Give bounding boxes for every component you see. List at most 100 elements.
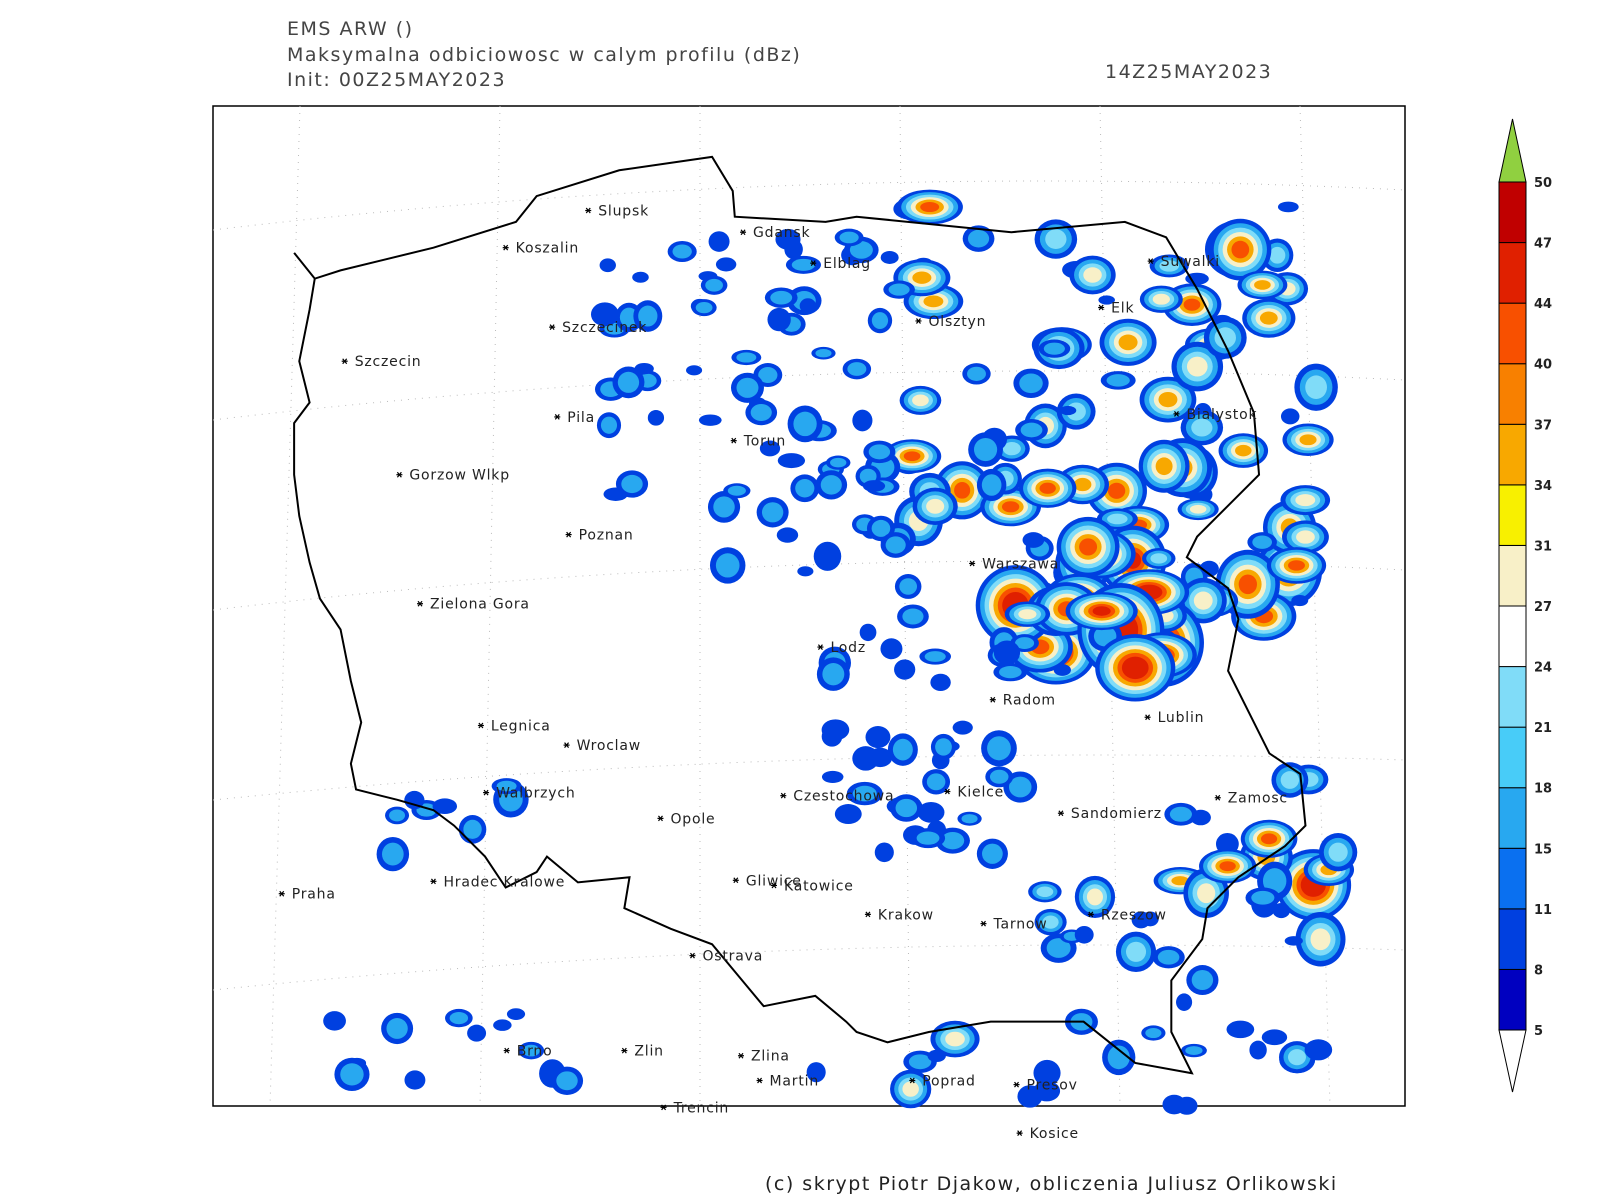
echo-cell: [323, 1011, 346, 1031]
echo-cell: [1022, 532, 1045, 548]
city-marker: [757, 1077, 763, 1084]
echo-cell: [1092, 606, 1111, 616]
echo-cell: [1046, 938, 1071, 958]
echo-cell: [849, 241, 873, 259]
echo-cell: [862, 480, 886, 492]
echo-cell: [1296, 530, 1315, 544]
echo-cell: [1086, 888, 1104, 906]
echo-cell: [1328, 842, 1348, 862]
echo-cell: [834, 804, 862, 825]
echo-cell: [1277, 201, 1299, 213]
city-label: Krakow: [878, 907, 934, 923]
echo-cell: [847, 362, 867, 376]
colorbar-segment: [1498, 302, 1527, 365]
echo-cell: [619, 307, 639, 328]
echo-cell: [715, 257, 737, 272]
echo-cell: [912, 394, 929, 407]
city-label: Tarnow: [992, 917, 1047, 933]
echo-cell: [1226, 1020, 1255, 1039]
city-marker: [865, 911, 871, 918]
echo-cell: [820, 475, 842, 495]
city-label: Trencin: [673, 1100, 730, 1116]
city-marker: [1215, 794, 1221, 801]
city-marker: [566, 531, 572, 538]
echo-cell: [1074, 925, 1094, 944]
model-title: EMS ARW (): [287, 18, 414, 40]
echo-cell: [967, 229, 990, 248]
colorbar-label: 24: [1534, 661, 1552, 676]
echo-cell: [1169, 806, 1192, 822]
city-marker: [1148, 258, 1154, 264]
init-time: Init: 00Z25MAY2023: [287, 69, 506, 91]
echo-cell: [1304, 1039, 1333, 1061]
echo-cell: [1269, 246, 1286, 264]
colorbar-under: [1498, 1029, 1527, 1093]
city-label: Warszawa: [982, 556, 1059, 572]
echo-cell: [686, 365, 703, 376]
echo-cell: [1008, 776, 1032, 798]
city-label: Slupsk: [598, 204, 649, 220]
colorbar-segment: [1498, 484, 1527, 546]
echo-cell: [874, 842, 894, 863]
echo-cell: [1018, 609, 1037, 620]
city-label: Koszalin: [516, 241, 579, 257]
city-marker: [780, 792, 786, 799]
echo-cell: [1171, 876, 1190, 886]
echo-cell: [1254, 280, 1271, 290]
echo-cell: [859, 623, 877, 642]
colorbar-label: 21: [1534, 721, 1552, 736]
city-label: Zlina: [751, 1049, 790, 1065]
echo-cell: [736, 352, 757, 363]
echo-cell: [839, 231, 859, 244]
echo-cell: [713, 496, 735, 518]
echo-cell: [705, 278, 723, 292]
echo-cell: [638, 305, 658, 327]
echo-cell: [987, 736, 1011, 761]
echo-cell: [1291, 594, 1309, 607]
echo-cell: [750, 404, 772, 421]
city-marker: [771, 882, 777, 889]
city-marker: [944, 788, 950, 795]
echo-cell: [1231, 240, 1250, 259]
city-marker: [549, 324, 555, 331]
echo-cell: [736, 377, 759, 398]
echo-cell: [621, 474, 643, 494]
echo-cell: [463, 819, 482, 839]
echo-cell: [927, 1049, 946, 1063]
echo-cell: [830, 457, 847, 468]
echo-cell: [1310, 928, 1331, 951]
echo-cell: [590, 302, 619, 327]
colorbar-label: 31: [1534, 539, 1552, 554]
echo-cell: [1249, 1040, 1267, 1060]
echo-cell: [793, 411, 817, 437]
city-marker: [661, 1104, 667, 1111]
colorbar-label: 47: [1534, 237, 1552, 252]
echo-cell: [1121, 656, 1149, 680]
colorbar-segment: [1498, 908, 1527, 970]
echo-cell: [1107, 482, 1126, 499]
city-marker: [969, 560, 975, 567]
city-label: Ostrava: [702, 949, 763, 965]
colorbar-segment: [1498, 787, 1527, 849]
echo-cell: [1262, 868, 1287, 894]
echo-cell: [1193, 591, 1213, 610]
echo-cell: [1118, 334, 1138, 351]
city-label: Radom: [1003, 693, 1056, 709]
echo-cell: [1155, 457, 1173, 476]
echo-cell: [1162, 1094, 1186, 1115]
echo-cell: [799, 298, 817, 314]
echo-cell: [1295, 494, 1316, 507]
echo-cell: [1238, 574, 1258, 595]
echo-cell: [917, 801, 945, 823]
echo-cell: [496, 780, 517, 792]
echo-cell: [1260, 833, 1278, 845]
city-label: Gorzow Wlkp: [409, 468, 510, 484]
city-labels: Slupsk Gdansk Koszalin Elblag Szczecinek Olsz…: [278, 204, 1287, 1142]
echo-cell: [767, 307, 791, 332]
echo-cell: [647, 409, 665, 426]
echo-cell: [791, 258, 816, 271]
echo-cell: [758, 367, 778, 384]
city-marker: [430, 878, 436, 885]
echo-cell: [1158, 391, 1178, 408]
colorbar-segment: [1498, 363, 1527, 425]
